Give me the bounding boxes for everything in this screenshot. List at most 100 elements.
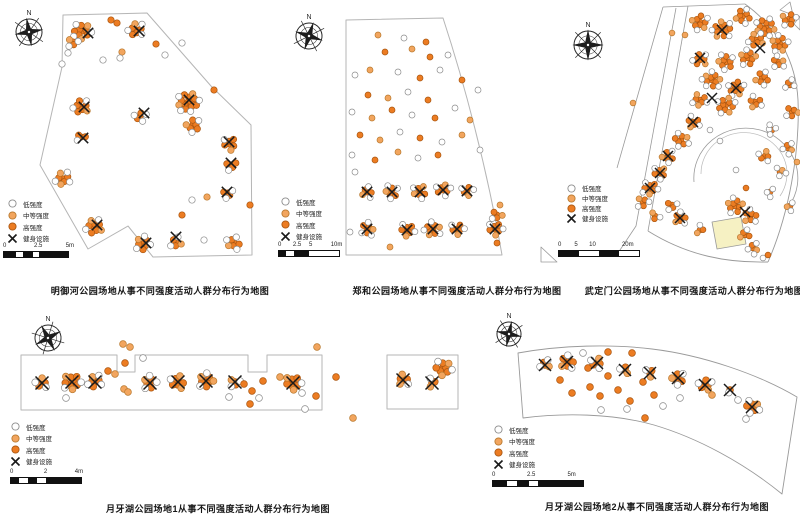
- legend-label: 健身设施: [296, 234, 322, 242]
- person-dot-low: [744, 38, 752, 46]
- person-dot-low: [451, 104, 459, 112]
- person-dot-medium: [376, 136, 384, 144]
- person-dot-high: [752, 212, 760, 219]
- scale-segment: [537, 481, 583, 486]
- fitness-facility-x-icon: [671, 371, 685, 385]
- legend-item-med: 中等强度: [493, 436, 535, 448]
- map-caption-wudingmen: 武定门公园场地从事不同强度活动人群分布行为地图: [584, 286, 800, 296]
- person-dot-medium: [68, 385, 77, 394]
- fitness-facility-x-icon: [451, 223, 463, 235]
- person-dot-low: [60, 384, 69, 392]
- person-dot-low: [351, 71, 359, 79]
- fitness-facility-x-icon: [138, 107, 150, 119]
- person-dot-low: [772, 124, 780, 132]
- person-dot-medium: [695, 102, 702, 109]
- person-dot-low: [178, 39, 186, 47]
- person-dot-low: [725, 82, 732, 89]
- person-dot-low: [766, 121, 773, 129]
- person-dot-high: [416, 74, 424, 82]
- person-dot-medium: [635, 195, 643, 203]
- person-dot-medium: [688, 17, 696, 24]
- fitness-facility-x-icon: [644, 182, 656, 194]
- person-dot-low: [677, 208, 684, 215]
- person-dot-medium: [498, 212, 506, 219]
- scale-segment: [15, 252, 24, 257]
- scale-track: [558, 250, 640, 257]
- person-dot-low: [725, 32, 733, 40]
- person-dot-high: [193, 125, 201, 133]
- person-dot-low: [62, 394, 70, 402]
- site-outline: [693, 127, 799, 207]
- scale-segment: [599, 251, 619, 256]
- person-dot-low: [499, 225, 507, 233]
- legend-item-high: 高强度: [566, 203, 608, 213]
- fitness-facility-x-icon: [223, 136, 235, 148]
- scale-tick-label: 5m: [567, 472, 576, 478]
- person-dot-low: [64, 49, 72, 57]
- person-dot-low: [774, 32, 782, 39]
- person-dot-low: [665, 159, 672, 167]
- fitness-facility-x-icon: [427, 223, 439, 235]
- person-dot-low: [130, 111, 138, 119]
- person-dot-high: [764, 251, 772, 259]
- person-dot-high: [604, 348, 612, 356]
- person-dot-medium: [402, 232, 410, 240]
- person-dot-low: [689, 57, 696, 64]
- person-dot-low: [387, 195, 394, 203]
- person-dot-high: [664, 199, 672, 207]
- legend-label: 低强度: [23, 201, 43, 209]
- person-dot-medium: [763, 148, 770, 155]
- person-dot-low: [645, 198, 653, 206]
- person-dot-high: [556, 376, 564, 384]
- person-dot-low: [364, 218, 372, 226]
- person-dot-low: [781, 21, 788, 29]
- person-dot-low: [579, 349, 587, 357]
- legend-label: 低强度: [296, 199, 316, 207]
- person-dot-high: [74, 108, 82, 116]
- person-dot-high: [756, 70, 764, 77]
- scale-segment: [308, 251, 339, 256]
- person-dot-high: [107, 16, 115, 24]
- person-dot-low: [766, 131, 774, 138]
- person-dot-low: [740, 81, 748, 89]
- person-dot-low: [223, 236, 231, 244]
- person-dot-low: [188, 196, 196, 204]
- fitness-facility-x-icon: [538, 358, 552, 372]
- person-dot-low: [665, 206, 672, 213]
- person-dot-high: [671, 135, 679, 142]
- person-dot-low: [448, 365, 456, 374]
- person-dot-medium: [668, 29, 676, 37]
- scale-segment: [286, 251, 294, 256]
- high-intensity-dot-icon: [8, 222, 17, 231]
- person-dot-medium: [126, 343, 134, 351]
- person-dot-low: [764, 157, 772, 165]
- person-dot-medium: [438, 371, 446, 380]
- person-dot-low: [676, 394, 684, 402]
- person-dot-low: [766, 32, 773, 39]
- person-dot-medium: [732, 15, 740, 22]
- person-dot-medium: [276, 373, 284, 381]
- scale-segment: [19, 478, 29, 483]
- person-dot-medium: [717, 18, 725, 25]
- person-dot-low: [488, 215, 496, 222]
- compass-rose-icon: N: [293, 14, 325, 52]
- person-dot-low: [766, 15, 773, 23]
- person-dot-low: [187, 107, 195, 115]
- person-dot-high: [734, 78, 742, 86]
- person-dot-low: [788, 76, 796, 83]
- person-dot-high: [764, 76, 771, 84]
- person-dot-low: [755, 150, 762, 158]
- legend-label: 中等强度: [582, 196, 608, 203]
- person-dot-low: [31, 378, 39, 387]
- compass-rose-icon: N: [14, 10, 44, 47]
- person-dot-high: [431, 114, 439, 122]
- person-dot-medium: [649, 209, 656, 216]
- person-dot-high: [742, 184, 750, 192]
- person-dot-low: [782, 169, 790, 177]
- scale-bar-wudingmen: 0 5 10 20m: [558, 242, 640, 257]
- person-dot-medium: [398, 370, 406, 379]
- person-dot-low: [139, 117, 147, 125]
- person-dot-low: [66, 178, 74, 186]
- person-dot-medium: [65, 36, 74, 44]
